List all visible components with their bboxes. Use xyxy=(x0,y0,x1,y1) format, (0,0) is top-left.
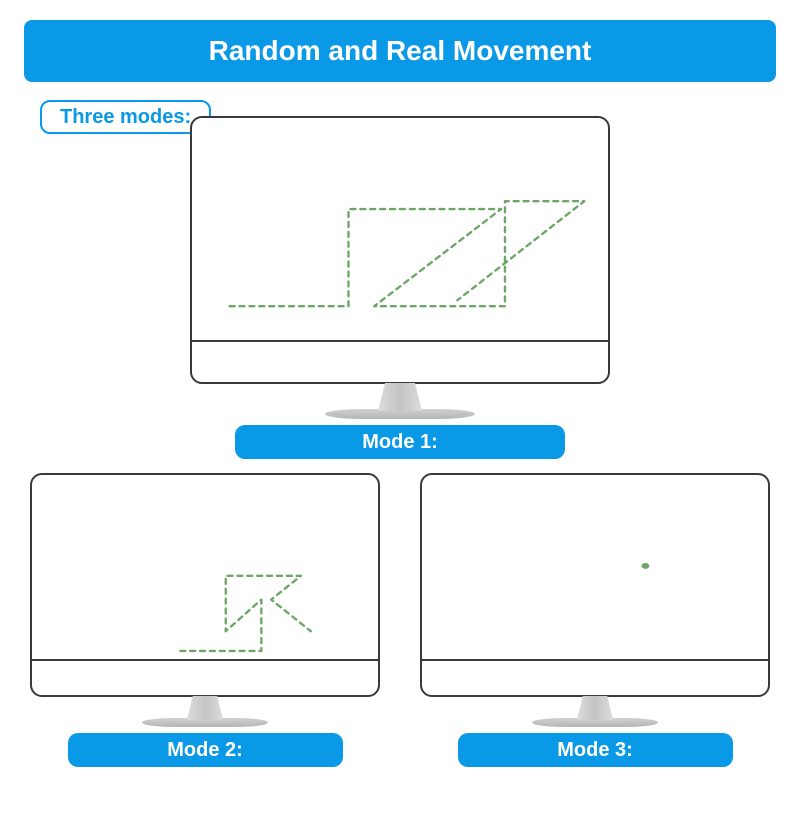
monitor-frame xyxy=(30,473,380,697)
mode2-screen xyxy=(32,475,378,663)
mode1-label: Mode 1: xyxy=(362,431,438,454)
three-modes-badge: Three modes: xyxy=(40,100,211,134)
mode2-figure: Mode 2: xyxy=(30,473,380,767)
mode2-label: Mode 2: xyxy=(167,739,243,762)
three-modes-label: Three modes: xyxy=(60,106,191,129)
mode3-monitor xyxy=(420,473,770,727)
monitor-stand-icon xyxy=(532,696,658,727)
bezel-divider xyxy=(32,659,378,661)
mode3-figure: Mode 3: xyxy=(420,473,770,767)
monitor-frame xyxy=(190,116,610,384)
mode3-screen xyxy=(422,475,768,663)
mode2-label-bar: Mode 2: xyxy=(68,733,343,767)
bezel-divider xyxy=(422,659,768,661)
mode3-label: Mode 3: xyxy=(557,739,633,762)
monitor-stand-icon xyxy=(325,383,475,419)
header-title: Random and Real Movement xyxy=(209,35,592,67)
mode2-monitor xyxy=(30,473,380,727)
bottom-row: Mode 2: Mode 3: xyxy=(0,473,800,767)
header-bar: Random and Real Movement xyxy=(24,20,776,82)
bezel-divider xyxy=(192,340,608,342)
mode1-monitor xyxy=(190,116,610,419)
mode1-figure: Mode 1: xyxy=(0,116,800,459)
mode1-screen xyxy=(192,118,608,344)
monitor-frame xyxy=(420,473,770,697)
monitor-stand-icon xyxy=(142,696,268,727)
mode1-label-bar: Mode 1: xyxy=(235,425,565,459)
mode3-label-bar: Mode 3: xyxy=(458,733,733,767)
